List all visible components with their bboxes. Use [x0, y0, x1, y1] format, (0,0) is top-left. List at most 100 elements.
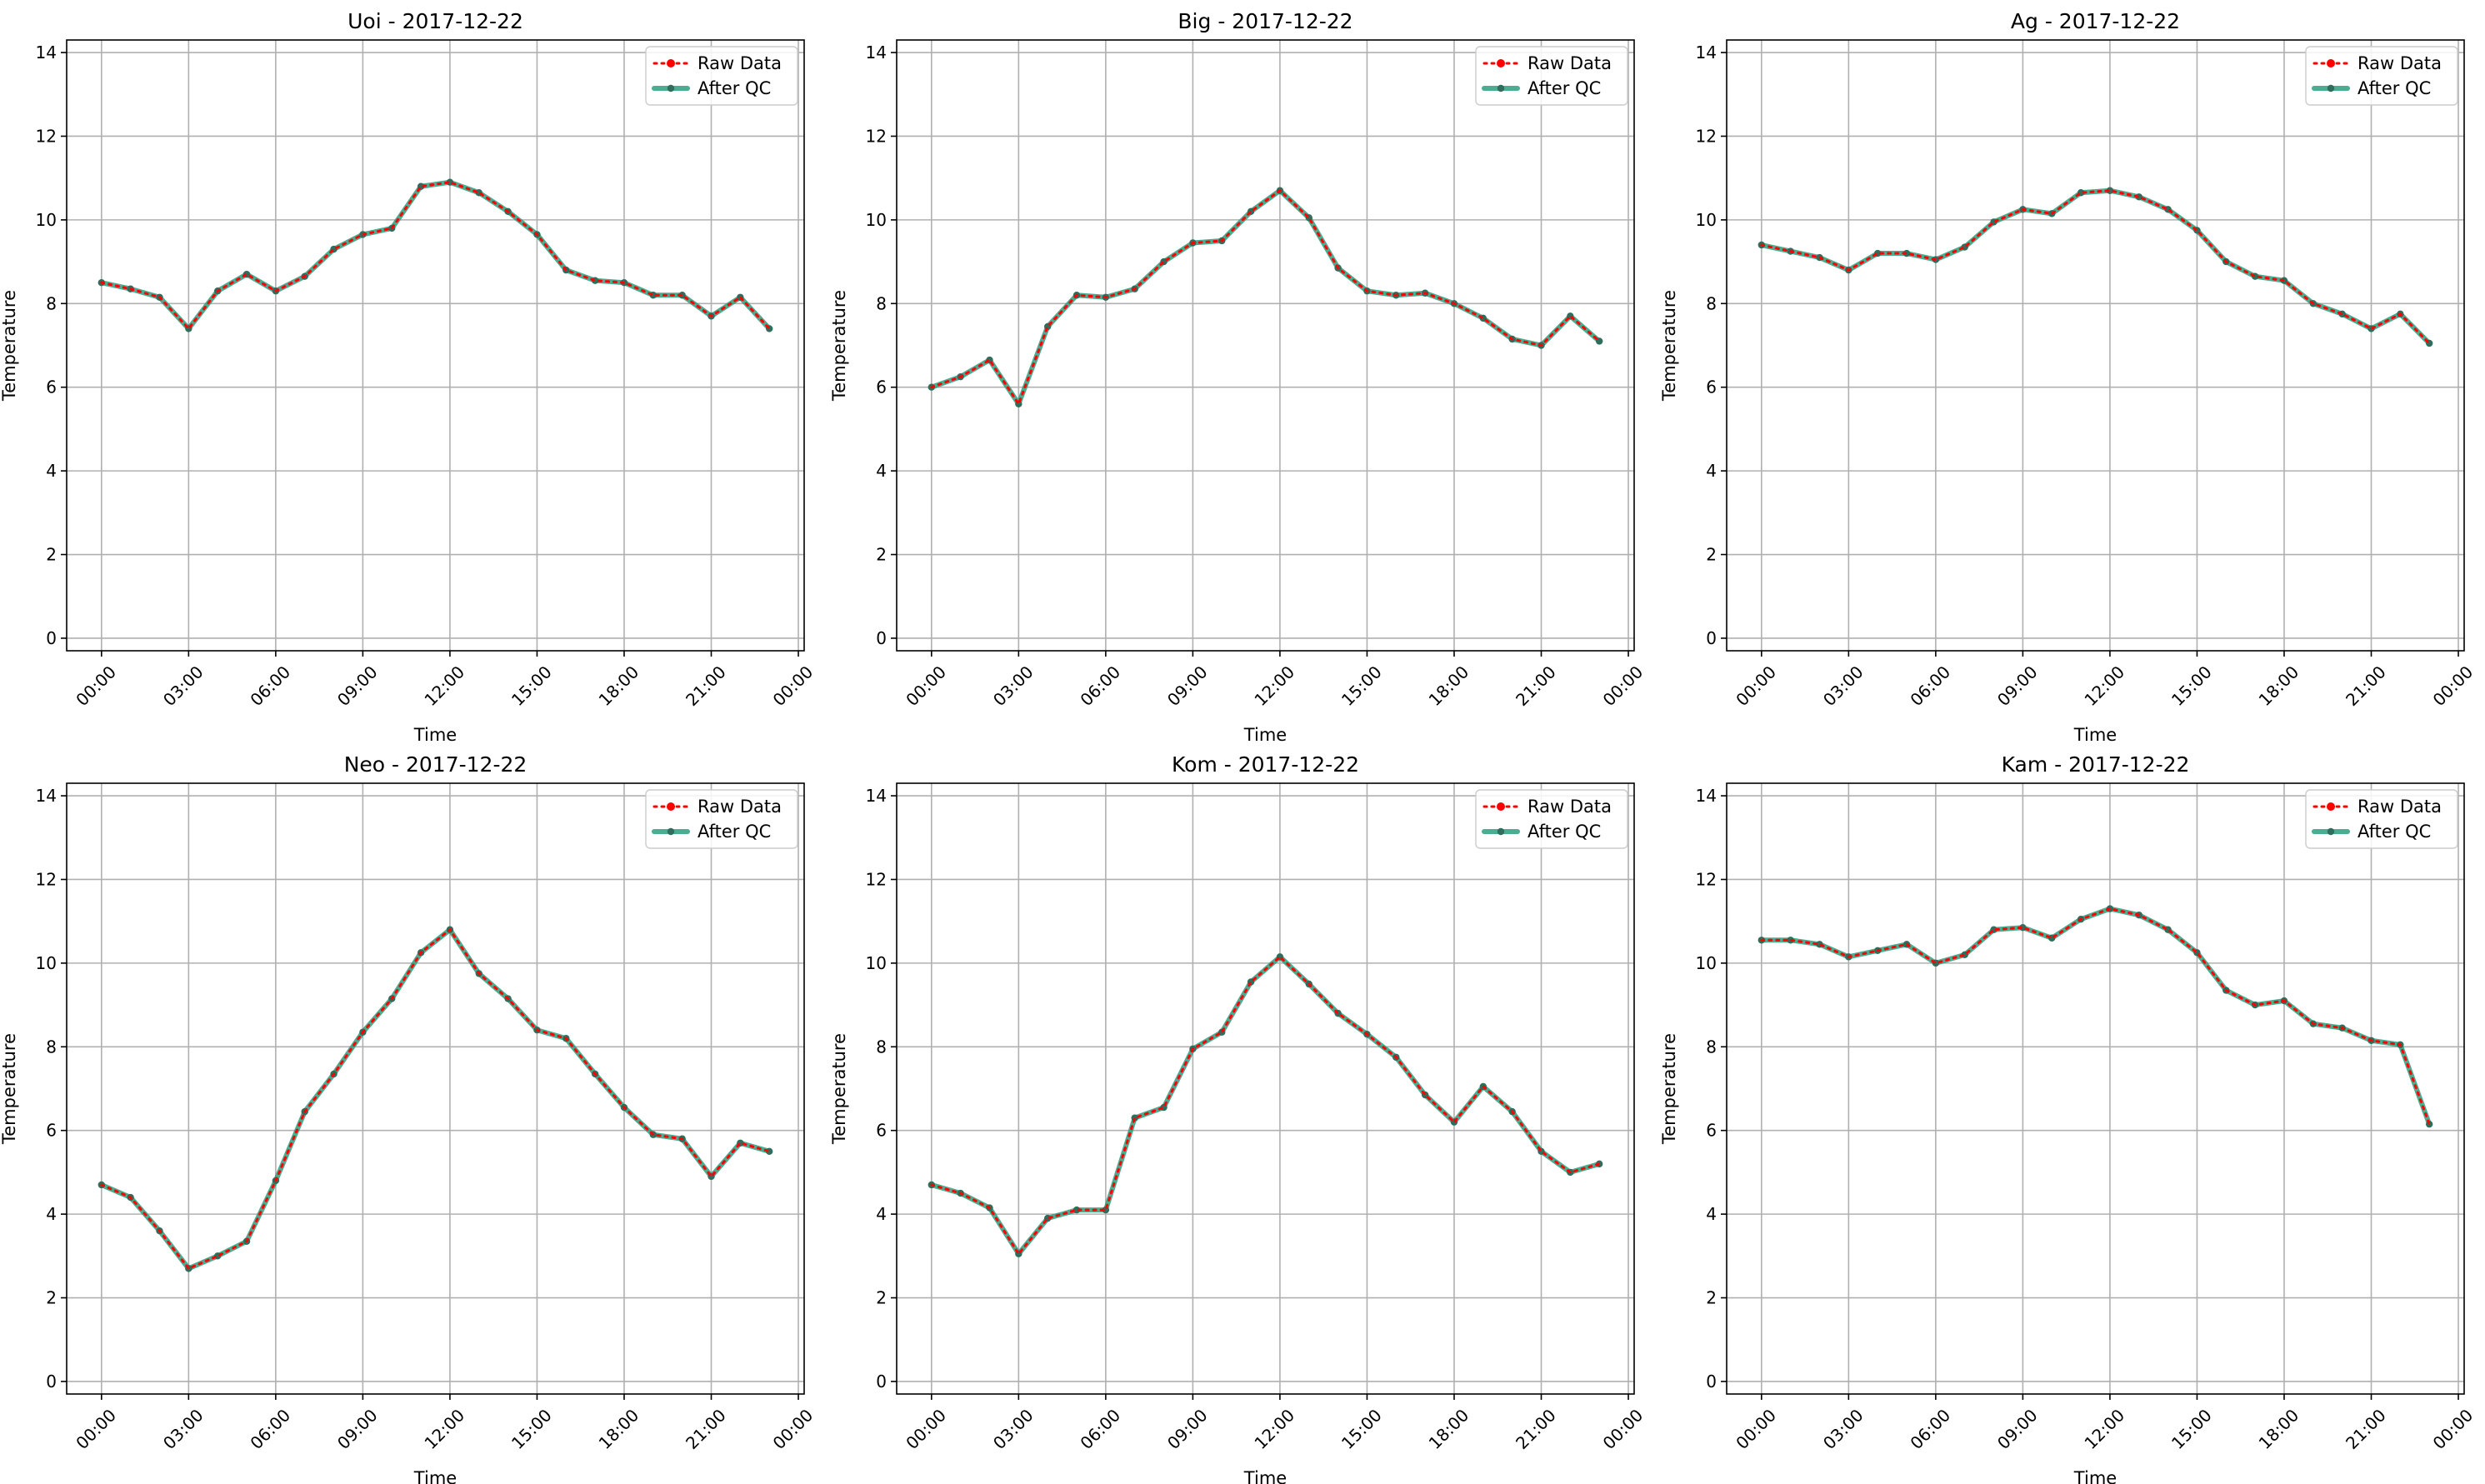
- x-tick-label: 06:00: [1906, 662, 1954, 710]
- series-after-qc: [928, 953, 1603, 1258]
- x-tick-label: 00:00: [902, 662, 950, 710]
- series-raw-data: [100, 181, 771, 331]
- y-tick-label: 4: [1706, 1204, 1717, 1224]
- subplot-6: 0 2 4 6 8 10 12 14 00:00 03:00 06:00 09:00 12:00 15:0…: [1659, 752, 2477, 1484]
- x-tick-label: 15:00: [2168, 662, 2216, 710]
- y-tick-label: 6: [1706, 377, 1717, 397]
- y-tick-label: 4: [876, 461, 887, 481]
- x-tick-label: 18:00: [2255, 1405, 2303, 1453]
- grid: [67, 783, 804, 1394]
- y-tick-label: 2: [1706, 1288, 1717, 1308]
- x-tick-label: 00:00: [2429, 662, 2478, 710]
- x-tick-label: 21:00: [2342, 662, 2390, 710]
- y-tick-label: 6: [46, 377, 57, 397]
- x-axis-label: Time: [413, 725, 457, 745]
- legend-qc-label: After QC: [2358, 78, 2431, 98]
- legend-raw-marker: [2327, 802, 2335, 811]
- y-tick-label: 2: [876, 545, 887, 565]
- legend-qc-marker: [667, 84, 675, 92]
- y-tick-label: 14: [36, 42, 57, 62]
- legend-raw-label: Raw Data: [1528, 797, 1612, 817]
- y-tick-label: 14: [866, 786, 887, 806]
- x-tick-label: 21:00: [682, 662, 730, 710]
- x-tick-label: 00:00: [1732, 662, 1780, 710]
- y-tick-label: 6: [1706, 1121, 1717, 1141]
- y-tick-label: 0: [46, 628, 57, 648]
- axes-frame: [896, 39, 1635, 652]
- y-axis-label: Temperature: [0, 290, 19, 402]
- after-qc-point: [446, 178, 454, 186]
- after-qc-point: [2019, 924, 2027, 932]
- raw-data-line: [930, 955, 1601, 1257]
- y-tick-label: 6: [876, 1121, 887, 1141]
- x-tick-label: 15:00: [1338, 1405, 1386, 1453]
- x-tick-label: 09:00: [1993, 662, 2042, 710]
- grid: [1727, 40, 2464, 651]
- series-raw-data: [100, 927, 771, 1271]
- legend-qc-marker: [2327, 827, 2335, 836]
- y-tick-label: 0: [876, 1372, 887, 1392]
- legend-qc-marker: [1497, 827, 1505, 836]
- x-tick-label: 00:00: [769, 662, 818, 710]
- legend-qc-label: After QC: [698, 78, 771, 98]
- grid: [897, 40, 1634, 651]
- y-tick-label: 10: [1696, 953, 1717, 973]
- x-tick-label: 09:00: [333, 662, 382, 710]
- x-tick-label: 03:00: [1819, 662, 1868, 710]
- y-tick-label: 12: [1696, 869, 1717, 889]
- x-tick-label: 00:00: [72, 662, 120, 710]
- x-axis-label: Time: [2073, 1468, 2117, 1484]
- y-tick-label: 2: [46, 545, 57, 565]
- y-tick-label: 6: [46, 1121, 57, 1141]
- legend: Raw Data After QC: [1475, 46, 1628, 106]
- y-tick-label: 14: [1696, 42, 1717, 62]
- x-tick-label: 12:00: [420, 662, 468, 710]
- x-tick-label: 00:00: [769, 1405, 818, 1453]
- x-tick-label: 00:00: [72, 1405, 120, 1453]
- x-tick-label: 03:00: [159, 1405, 208, 1453]
- chart-title: Big - 2017-12-22: [1178, 9, 1352, 33]
- legend: Raw Data After QC: [645, 789, 798, 849]
- legend-raw-marker: [2327, 59, 2335, 67]
- y-tick-label: 6: [876, 377, 887, 397]
- series-raw-data: [1760, 189, 2431, 345]
- y-tick-label: 2: [876, 1288, 887, 1308]
- grid: [897, 783, 1634, 1394]
- y-tick-label: 8: [876, 293, 887, 313]
- x-axis-label: Time: [413, 1468, 457, 1484]
- y-axis-label: Temperature: [829, 290, 849, 402]
- x-tick-label: 21:00: [682, 1405, 730, 1453]
- x-tick-label: 15:00: [2168, 1405, 2216, 1453]
- legend-raw-label: Raw Data: [2358, 797, 2442, 817]
- x-tick-label: 21:00: [2342, 1405, 2390, 1453]
- axes-frame: [1726, 782, 2465, 1395]
- y-tick-label: 4: [46, 461, 57, 481]
- y-tick-label: 12: [36, 869, 57, 889]
- axes-frame: [1726, 39, 2465, 652]
- x-tick-label: 06:00: [246, 1405, 294, 1453]
- series-raw-data: [930, 955, 1601, 1257]
- y-tick-label: 8: [46, 1037, 57, 1057]
- x-tick-label: 06:00: [1076, 1405, 1124, 1453]
- legend-raw-label: Raw Data: [1528, 53, 1612, 73]
- chart-title: Neo - 2017-12-22: [344, 752, 528, 777]
- legend-raw-marker: [667, 59, 675, 67]
- grid: [1727, 783, 2464, 1394]
- x-tick-label: 18:00: [1425, 1405, 1473, 1453]
- x-tick-label: 09:00: [1163, 662, 1212, 710]
- series-raw-data: [1760, 907, 2431, 1126]
- after-qc-point: [1595, 337, 1603, 345]
- x-tick-label: 15:00: [508, 1405, 556, 1453]
- y-tick-label: 10: [1696, 210, 1717, 230]
- x-tick-label: 00:00: [902, 1405, 950, 1453]
- x-tick-label: 12:00: [1250, 662, 1298, 710]
- legend-qc-marker: [667, 827, 675, 836]
- y-axis-label: Temperature: [1659, 290, 1679, 402]
- raw-data-line: [1760, 907, 2431, 1126]
- y-tick-label: 10: [866, 210, 887, 230]
- y-tick-label: 12: [866, 126, 887, 146]
- legend-qc-label: After QC: [2358, 822, 2431, 842]
- x-tick-label: 12:00: [1250, 1405, 1298, 1453]
- x-tick-label: 09:00: [333, 1405, 382, 1453]
- after-qc-point: [1072, 1206, 1081, 1214]
